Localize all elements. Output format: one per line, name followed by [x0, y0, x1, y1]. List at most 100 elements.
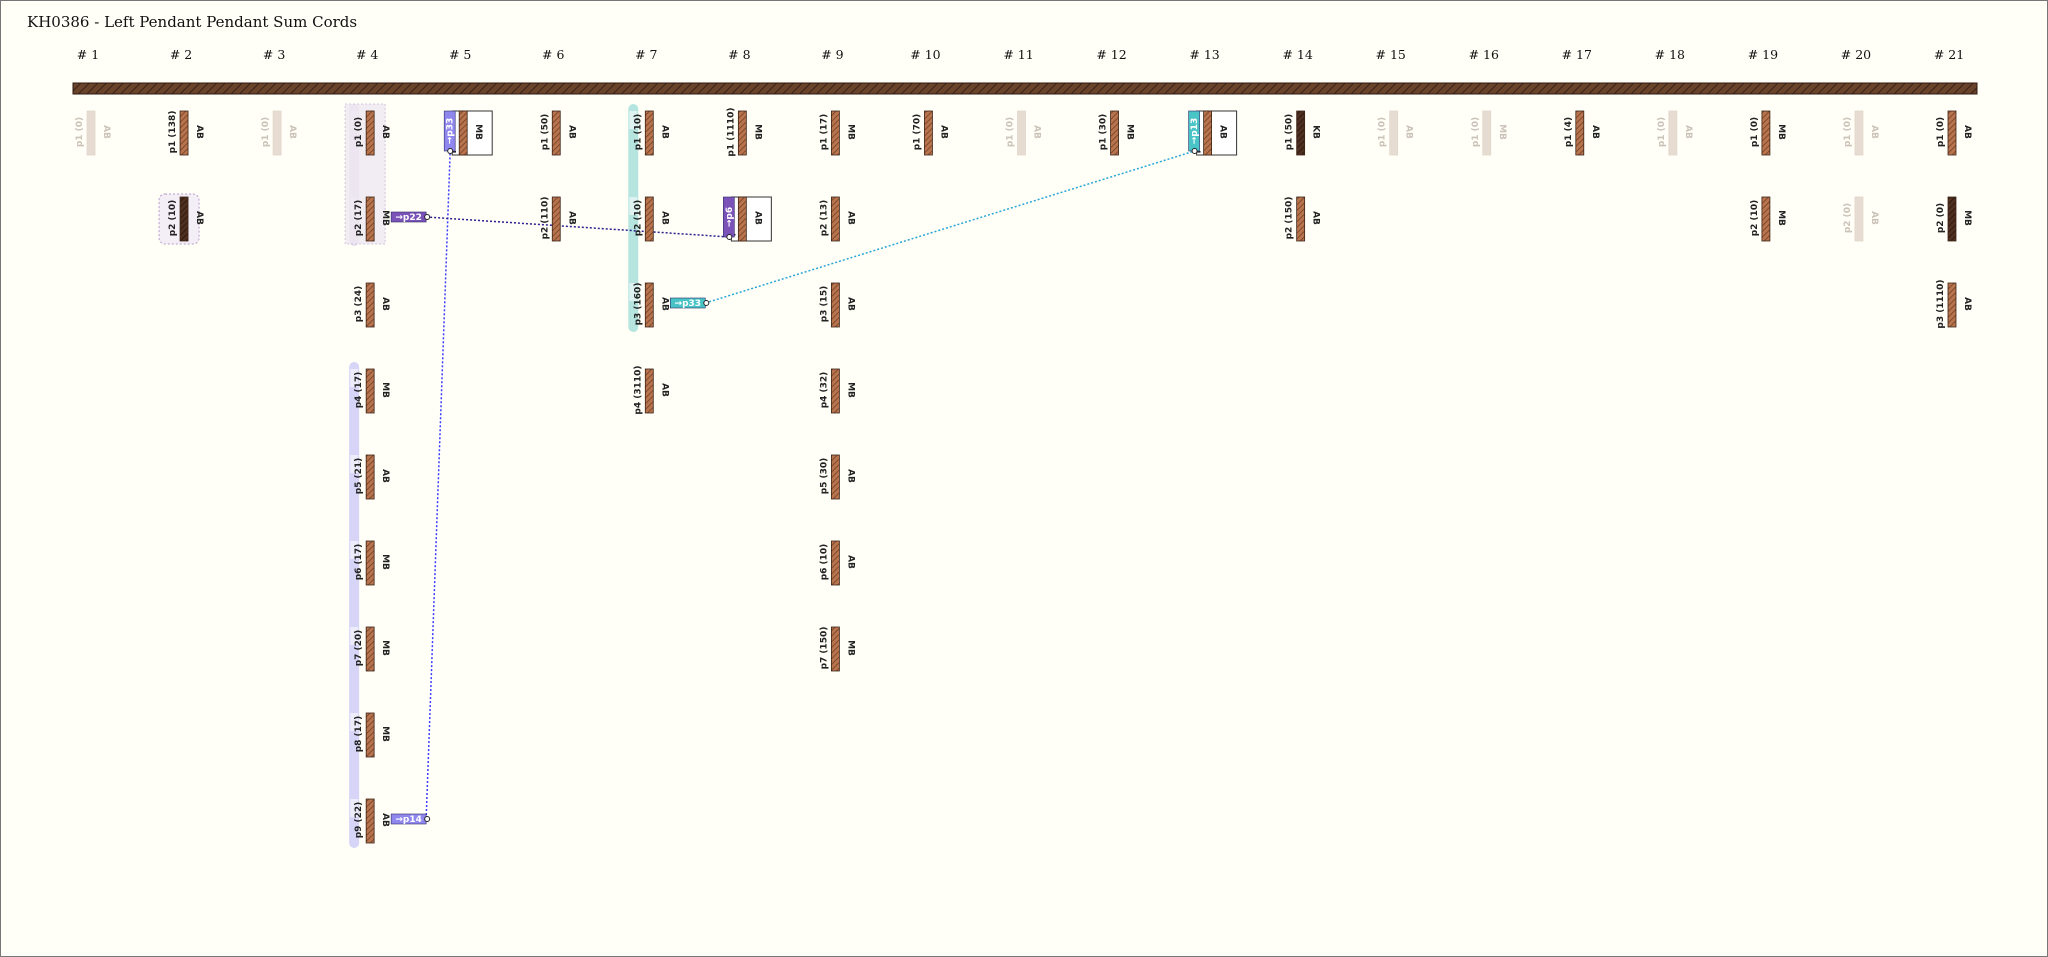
cord-strand — [644, 110, 654, 156]
cord-value-label: p1 (0) — [1657, 117, 1667, 147]
cord-knot-label: AB — [380, 813, 390, 827]
cord-strand — [551, 110, 561, 156]
cord-value-label: p1 (0) — [1936, 117, 1946, 147]
sum-link-anchor — [447, 148, 454, 154]
pendant-cord: p1 (1110) MB — [726, 107, 762, 156]
column-header: # 21 — [1934, 47, 1964, 62]
cord-knot-label: AB — [380, 125, 390, 139]
cord-knot-label: AB — [380, 297, 390, 311]
cord-strand — [831, 282, 840, 328]
sum-link-label: →p13 — [1190, 118, 1200, 145]
sum-link-tag[interactable]: →p13 — [1188, 110, 1201, 154]
cord-knot-label: AB — [194, 125, 204, 139]
cord-value-label: p1 (0) — [1471, 117, 1481, 147]
cord-knot-label: AB — [1962, 125, 1972, 139]
pendant-cord: p3 (1110) AB — [1936, 279, 1972, 328]
sum-connection-line — [705, 150, 1195, 304]
sum-link-label: →p33 — [675, 299, 702, 309]
cord-value-label: p7 (150) — [819, 627, 829, 670]
pendant-cord: p5 (21) AB — [354, 454, 390, 500]
pendant-cord: p8 (17) MB — [354, 712, 390, 758]
cord-highlight-box — [1196, 110, 1238, 156]
column-header: # 13 — [1189, 47, 1219, 62]
pendant-cord: p1 (70) AB — [912, 110, 948, 156]
column-header: # 1 — [77, 47, 99, 62]
cord-value-label: p6 (10) — [819, 544, 829, 581]
pendant-cord: p1 (0) AB — [1657, 110, 1693, 156]
cord-highlight-box — [451, 110, 493, 156]
cord-knot-label: MB — [473, 124, 483, 140]
cord-knot-label: AB — [659, 125, 669, 139]
pendant-cord: p1 (0) AB — [1006, 110, 1042, 156]
pendant-cord: p4 (3110) AB — [633, 365, 669, 414]
cord-knot-label: AB — [845, 211, 855, 225]
sum-band-gap — [629, 283, 638, 301]
cord-strand — [1110, 110, 1119, 156]
pendant-cord: p6 (10) AB — [819, 540, 855, 586]
cord-strand — [1761, 110, 1771, 156]
cord-strand — [1203, 110, 1212, 156]
cord-knot-label: AB — [1032, 125, 1042, 139]
sum-link-anchor — [1191, 148, 1198, 154]
sum-link-label: →p33 — [446, 118, 456, 145]
sum-link-anchor — [424, 816, 431, 822]
cord-value-label: p1 (50) — [1285, 114, 1295, 151]
sum-connections — [425, 150, 1195, 820]
pendant-cord: p1 (0) AB — [75, 110, 111, 156]
pendant-cord: p2 (110) AB — [540, 197, 576, 242]
cord-knot-label: MB — [1497, 124, 1507, 140]
cord-knot-label: KB — [1311, 125, 1321, 139]
cord-value-label: p4 (32) — [819, 372, 829, 409]
cord-value-label: p2 (0) — [1936, 203, 1946, 233]
cord-knot-label: AB — [659, 211, 669, 225]
cord-value-label: p1 (0) — [1750, 117, 1760, 147]
cord-strand — [1017, 110, 1026, 156]
cord-knot-label: MB — [1125, 124, 1135, 140]
cord-strand — [1296, 196, 1306, 242]
cord-value-label: p1 (1110) — [726, 107, 736, 156]
pendant-cord: p2 (13) AB — [819, 196, 855, 242]
cord-strand — [1947, 110, 1957, 156]
cord-knot-label: AB — [101, 125, 111, 139]
column-header: # 10 — [910, 47, 940, 62]
cord-strand — [831, 368, 840, 414]
sum-link-tag[interactable]: →p6 — [723, 196, 735, 240]
sum-link-tag[interactable]: →p22 — [390, 211, 431, 223]
cord-value-label: p5 (21) — [354, 458, 364, 495]
cord-value-label: p2 (10) — [1750, 200, 1760, 237]
sum-link-label: →p6 — [725, 207, 735, 227]
pendant-cord: p7 (150) MB — [819, 627, 855, 672]
pendant-cord: p6 (17) MB — [354, 540, 390, 586]
cord-knot-label: MB — [380, 554, 390, 570]
sum-link-tag[interactable]: →p14 — [390, 813, 431, 825]
sum-connection-line — [425, 150, 451, 820]
cord-knot-label: MB — [380, 382, 390, 398]
cord-strand — [644, 196, 654, 242]
cord-strand — [924, 110, 933, 156]
cord-knot-label: AB — [659, 297, 669, 311]
pendant-cord: p3 (24) AB — [354, 282, 390, 328]
cord-knot-label: AB — [566, 211, 576, 225]
cord-knot-label: MB — [1776, 210, 1786, 226]
column-header: # 20 — [1841, 47, 1871, 62]
cord-knot-label: MB — [380, 640, 390, 656]
column-header: # 7 — [635, 47, 657, 62]
pendant-cord: p2 (17) MB — [354, 196, 390, 242]
pendant-cord: p2 (10) AB — [168, 196, 204, 242]
column-header: # 11 — [1003, 47, 1033, 62]
sum-link-tag[interactable]: →p33 — [443, 110, 456, 154]
sum-link-tag[interactable]: →p33 — [669, 297, 710, 309]
sum-band-gap — [350, 369, 359, 387]
pendant-cord: p3 (15) AB — [819, 282, 855, 328]
pendant-cord: p1 (50) KB — [1285, 110, 1321, 156]
cord-value-label: p1 (50) — [540, 114, 550, 151]
cord-knot-label: AB — [659, 383, 669, 397]
cord-strand — [86, 110, 96, 156]
cord-strand — [831, 110, 840, 156]
pendant-cord: p1 (4) AB — [1564, 110, 1600, 156]
cord-value-label: p1 (138) — [168, 111, 178, 154]
cord-knot-label: AB — [1404, 125, 1414, 139]
pendant-cord: p4 (17) MB — [354, 368, 390, 414]
sum-band-gap — [350, 799, 359, 817]
